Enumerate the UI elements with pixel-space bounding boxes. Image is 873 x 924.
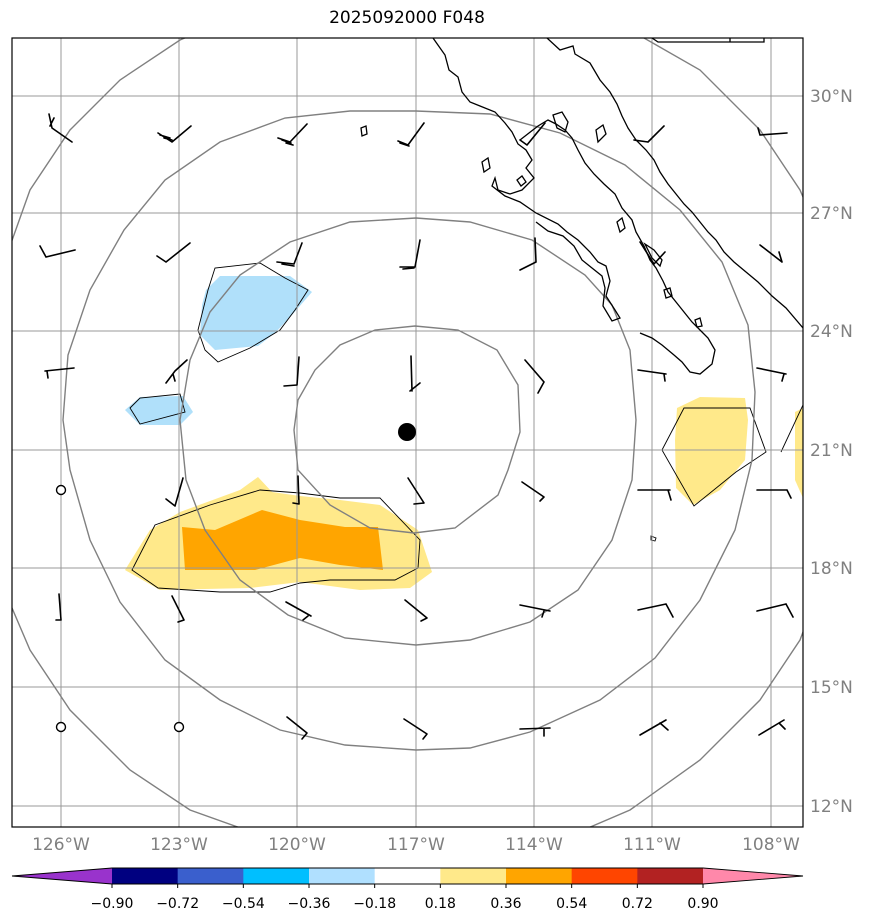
colorbar-segment xyxy=(506,868,573,884)
colorbar: −0.90 −0.72 −0.54 −0.36 −0.18 0.18 0.36 0.54 0.7… xyxy=(11,867,804,912)
colorbar-tick-label: 0.36 xyxy=(490,896,521,912)
colorbar-tick-label: −0.72 xyxy=(156,896,199,912)
storm-center-marker xyxy=(398,423,416,441)
colorbar-tick-label: 0.72 xyxy=(622,896,653,912)
colorbar-segment xyxy=(309,868,376,884)
colorbar-segment xyxy=(112,868,179,884)
colorbar-tick-label: 0.90 xyxy=(687,896,718,912)
colorbar-tick-label: −0.36 xyxy=(288,896,331,912)
colorbar-segment xyxy=(374,868,441,884)
map-panel xyxy=(12,38,803,827)
lon-label: 126°W xyxy=(32,835,90,855)
colorbar-tick-label: −0.54 xyxy=(222,896,265,912)
colorbar-extend-min xyxy=(12,868,112,884)
colorbar-extend-max xyxy=(703,868,803,884)
colorbar-tick-label: 0.54 xyxy=(556,896,587,912)
calm-wind-markers xyxy=(55,484,185,733)
negative-anomaly-fill xyxy=(125,276,312,425)
lon-label: 123°W xyxy=(150,835,208,855)
lat-label: 21°N xyxy=(810,441,853,461)
colorbar-segment xyxy=(571,868,638,884)
longitude-labels: 126°W 123°W 120°W 117°W 114°W 111°W 108°… xyxy=(32,835,800,855)
lat-label: 15°N xyxy=(810,678,853,698)
colorbar-tick-label: 0.18 xyxy=(425,896,456,912)
colorbar-tick-label: −0.90 xyxy=(91,896,134,912)
map-frame xyxy=(11,37,804,828)
colorbar-segment xyxy=(440,868,507,884)
lat-label: 30°N xyxy=(810,87,853,107)
colorbar-tick-label: −0.18 xyxy=(353,896,396,912)
colorbar-segment xyxy=(637,868,704,884)
wind-barbs xyxy=(39,113,794,740)
colorbar-segment xyxy=(243,868,310,884)
lon-label: 114°W xyxy=(505,835,563,855)
latitude-labels: 30°N 27°N 24°N 21°N 18°N 15°N 12°N xyxy=(810,87,853,817)
lon-label: 120°W xyxy=(268,835,326,855)
lat-label: 24°N xyxy=(810,322,853,342)
lat-label: 18°N xyxy=(810,559,853,579)
lon-label: 108°W xyxy=(742,835,800,855)
anomaly-contours xyxy=(129,262,803,593)
lat-label: 27°N xyxy=(810,204,853,224)
map-title: 2025092000 F048 xyxy=(329,8,485,28)
coastline xyxy=(360,38,803,375)
lon-label: 111°W xyxy=(623,835,681,855)
lat-label: 12°N xyxy=(810,797,853,817)
positive-anomaly-fill xyxy=(125,397,803,590)
lon-label: 117°W xyxy=(387,835,445,855)
colorbar-segment xyxy=(177,868,244,884)
